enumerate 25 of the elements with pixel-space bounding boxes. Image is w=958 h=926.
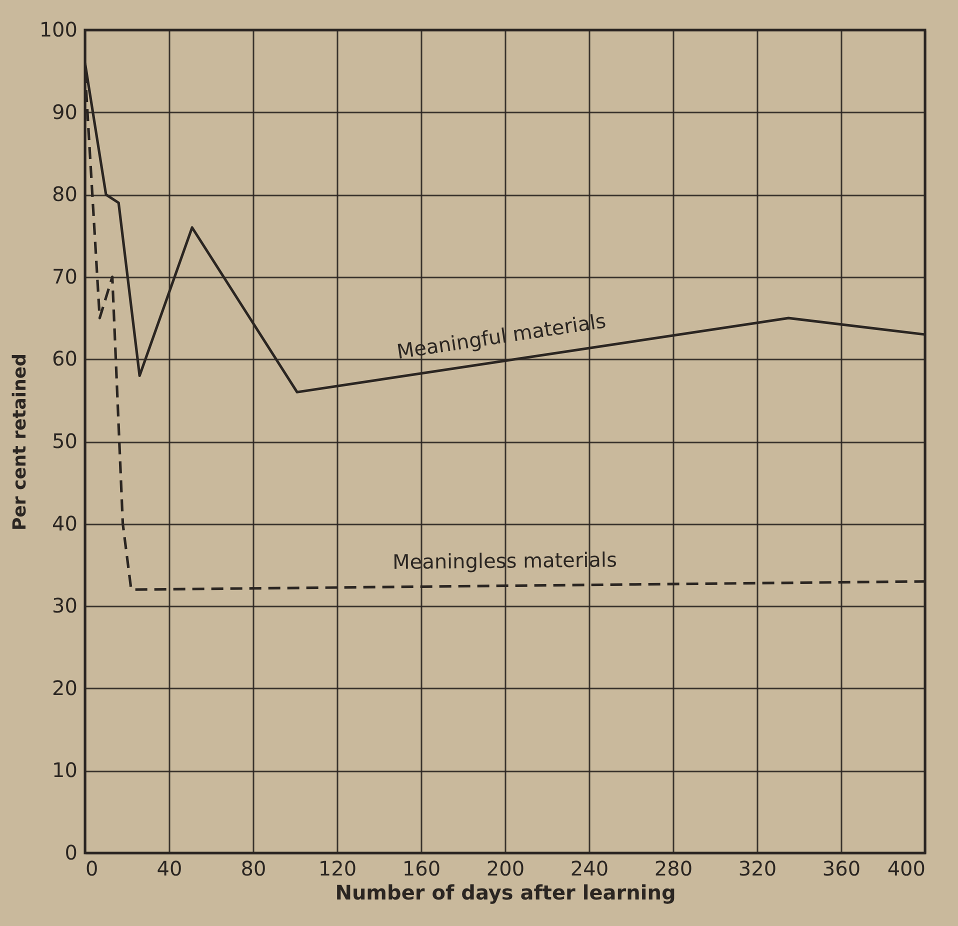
- x-tick-label: 160: [402, 856, 441, 880]
- y-tick-label: 20: [52, 676, 78, 700]
- x-tick-label: 200: [486, 856, 525, 880]
- x-tick-label: 360: [822, 856, 861, 880]
- y-tick-label: 30: [52, 594, 78, 618]
- y-tick-label: 100: [39, 18, 78, 42]
- x-tick-label: 80: [240, 856, 266, 880]
- y-tick-label: 80: [52, 182, 78, 206]
- x-tick-label: 280: [654, 856, 693, 880]
- y-tick-label: 0: [64, 840, 78, 864]
- y-tick-label: 90: [52, 100, 78, 124]
- x-tick-label: 240: [570, 856, 609, 880]
- x-tick-label: 320: [738, 856, 777, 880]
- y-axis-title: Per cent retained: [9, 353, 30, 531]
- x-axis-title: Number of days after learning: [335, 880, 676, 904]
- y-tick-label: 50: [52, 429, 78, 453]
- x-tick-label: 0: [86, 856, 98, 880]
- y-tick-label: 40: [52, 511, 78, 536]
- y-tick-label: 10: [52, 758, 78, 782]
- y-tick-label: 70: [52, 264, 78, 288]
- x-tick-label: 400: [887, 856, 926, 880]
- text: Meaningful materials: [395, 308, 608, 364]
- y-tick-label: 60: [52, 346, 78, 371]
- x-tick-label: 120: [318, 856, 357, 880]
- x-tick-label: 40: [156, 856, 182, 880]
